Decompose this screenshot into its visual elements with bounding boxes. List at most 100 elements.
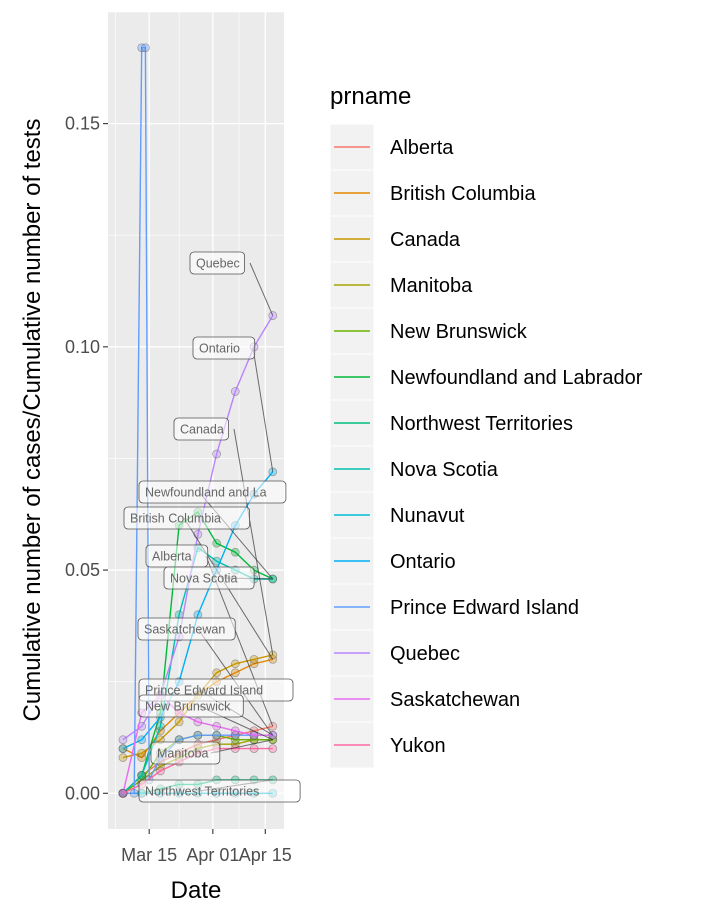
annotation-leader — [198, 491, 274, 580]
annotation-label: Manitoba — [157, 747, 208, 761]
data-point — [230, 668, 240, 678]
legend-item-quebec: Quebec — [329, 629, 460, 677]
data-point — [118, 744, 128, 754]
annotation-label: Nova Scotia — [170, 572, 237, 586]
annotation-label: Northwest Territories — [145, 785, 259, 799]
data-point — [212, 538, 221, 548]
data-point — [249, 744, 259, 754]
data-point — [212, 449, 221, 459]
legend-item-newfoundland-and-labrador: Newfoundland and Labrador — [329, 353, 643, 401]
legend-label: Nunavut — [390, 505, 465, 527]
data-point — [212, 730, 221, 740]
data-point — [249, 654, 259, 664]
annotation-quebec: Quebec — [189, 251, 274, 316]
legend-label: Quebec — [390, 643, 460, 665]
annotation-nova-scotia: Nova Scotia — [163, 566, 273, 590]
legend-label: British Columbia — [390, 183, 536, 205]
legend: prname Alberta British Columbia Canada Mani… — [329, 83, 643, 769]
x-axis-title: Date — [171, 877, 222, 904]
data-point — [137, 748, 147, 758]
legend-label: New Brunswick — [390, 321, 528, 343]
legend-item-yukon: Yukon — [329, 721, 446, 769]
legend-title: prname — [330, 83, 411, 110]
legend-label: Nova Scotia — [390, 459, 499, 481]
legend-label: Ontario — [390, 551, 456, 573]
legend-item-nunavut: Nunavut — [329, 491, 465, 539]
annotation-saskatchewan: Saskatchewan — [137, 617, 274, 736]
annotation-canada: Canada — [173, 417, 274, 655]
legend-label: Manitoba — [390, 275, 473, 297]
data-point — [268, 744, 278, 754]
annotation-leader — [233, 428, 274, 655]
data-point — [193, 730, 203, 740]
annotation-new-brunswick: New Brunswick — [138, 694, 273, 741]
y-axis: 0.00 0.05 0.10 0.15 — [65, 114, 108, 803]
legend-label: Alberta — [390, 137, 454, 159]
data-point — [118, 788, 128, 798]
annotation-box — [123, 506, 250, 530]
legend-label: Saskatchewan — [390, 689, 520, 711]
annotation-box — [189, 251, 245, 275]
data-point — [137, 43, 147, 53]
series-line-ontario — [122, 471, 274, 750]
data-point — [230, 659, 240, 669]
annotation-label: Alberta — [152, 550, 192, 564]
data-point — [156, 721, 165, 731]
data-point — [230, 387, 240, 396]
data-point — [137, 735, 147, 745]
annotation-label: British Columbia — [130, 512, 221, 526]
data-point — [118, 753, 128, 762]
annotation-box — [150, 741, 221, 765]
legend-item-saskatchewan: Saskatchewan — [329, 675, 520, 723]
annotation-label: Canada — [180, 423, 224, 437]
legend-item-manitoba: Manitoba — [329, 261, 473, 309]
annotation-box — [163, 566, 255, 590]
annotation-box — [138, 694, 244, 718]
data-point — [212, 721, 221, 731]
y-axis-title: Cumulative number of cases/Cumulative nu… — [19, 119, 46, 722]
legend-item-canada: Canada — [329, 215, 461, 263]
annotation-box — [192, 336, 256, 360]
legend-label: Canada — [390, 229, 461, 251]
legend-item-ontario: Ontario — [329, 537, 456, 585]
legend-label: Northwest Territories — [390, 413, 573, 435]
legend-item-alberta: Alberta — [329, 123, 454, 171]
annotation-box — [173, 417, 229, 441]
annotation-layer: Quebec Ontario Canada Newfoundland and La Br… — [123, 251, 301, 803]
data-point — [174, 717, 184, 727]
data-point — [230, 726, 240, 736]
legend-item-northwest-territories: Northwest Territories — [329, 399, 573, 447]
data-point — [118, 788, 128, 798]
data-point — [193, 529, 203, 539]
annotation-label: Quebec — [196, 257, 240, 271]
legend-item-new-brunswick: New Brunswick — [329, 307, 528, 355]
annotation-leader — [252, 347, 274, 472]
data-point — [212, 668, 221, 678]
legend-label: Prince Edward Island — [390, 597, 579, 619]
annotation-label: Prince Edward Island — [145, 684, 263, 698]
annotation-box — [138, 779, 301, 803]
legend-item-prince-edward-island: Prince Edward Island — [329, 583, 579, 631]
annotation-label: Ontario — [199, 342, 240, 356]
x-tick-label: Mar 15 — [121, 845, 177, 865]
y-tick-label: 0.15 — [65, 114, 100, 134]
x-axis: Mar 15 Apr 01 Apr 15 — [121, 829, 292, 865]
annotation-label: Newfoundland and La — [145, 486, 267, 500]
annotation-northwest-territories: Northwest Territories — [138, 779, 301, 803]
data-point — [118, 735, 128, 745]
data-point — [118, 744, 128, 754]
annotation-label: New Brunswick — [145, 700, 231, 714]
annotation-manitoba: Manitoba — [150, 739, 273, 765]
data-point — [141, 43, 150, 53]
legend-label: Newfoundland and Labrador — [390, 367, 643, 389]
data-point — [137, 771, 147, 780]
y-tick-label: 0.00 — [65, 783, 100, 803]
annotation-newfoundland-and-la: Newfoundland and La — [138, 480, 287, 580]
data-point — [230, 547, 240, 557]
data-point — [193, 717, 203, 727]
y-tick-label: 0.05 — [65, 560, 100, 580]
annotation-box — [138, 480, 287, 504]
x-tick-label: Apr 01 — [186, 845, 239, 865]
annotation-box — [137, 617, 236, 641]
